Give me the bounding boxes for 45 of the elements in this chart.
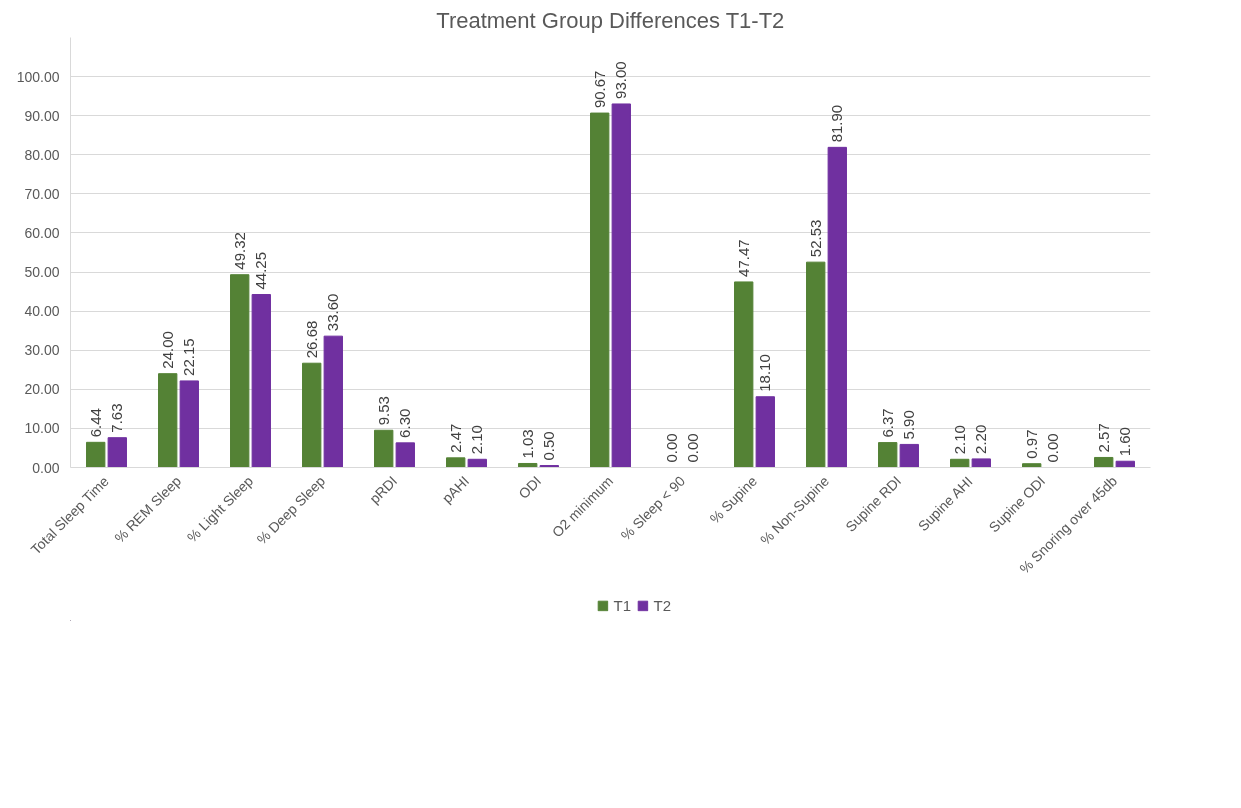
y-tick-label: 70.00 bbox=[24, 185, 60, 202]
data-label: 6.44 bbox=[86, 408, 104, 438]
data-label: 18.10 bbox=[756, 354, 774, 392]
y-tick-label: 100.00 bbox=[16, 68, 60, 85]
data-label: 6.37 bbox=[878, 408, 896, 438]
x-tick-label: ODI bbox=[515, 472, 545, 502]
y-tick-label: 20.00 bbox=[24, 381, 60, 398]
chart-title: Treatment Group Differences T1-T2 bbox=[436, 7, 785, 33]
data-label: 0.97 bbox=[1022, 429, 1040, 459]
y-tick-label: 0.00 bbox=[32, 459, 60, 476]
y-tick-label: 40.00 bbox=[24, 303, 60, 320]
data-label: 81.90 bbox=[828, 104, 846, 143]
data-label: 0.00 bbox=[662, 433, 680, 463]
data-label: 52.53 bbox=[806, 219, 824, 258]
data-label: 1.60 bbox=[1116, 427, 1134, 457]
data-label: 0.50 bbox=[540, 431, 558, 461]
data-label: 2.47 bbox=[446, 423, 464, 453]
y-tick-label: 30.00 bbox=[24, 342, 60, 359]
legend-label: T2 bbox=[653, 596, 672, 614]
data-label: 2.10 bbox=[950, 425, 968, 455]
data-label: 24.00 bbox=[158, 331, 176, 369]
legend-label: T1 bbox=[613, 596, 632, 614]
data-label: 26.68 bbox=[302, 320, 320, 359]
y-tick-label: 80.00 bbox=[24, 146, 60, 163]
data-label: 5.90 bbox=[900, 410, 918, 440]
data-label: 93.00 bbox=[612, 61, 630, 99]
data-label: 2.57 bbox=[1094, 423, 1112, 453]
data-label: 22.15 bbox=[180, 338, 198, 376]
data-label: 47.47 bbox=[734, 239, 752, 277]
data-label: 49.32 bbox=[230, 232, 248, 270]
data-label: 1.03 bbox=[518, 429, 536, 459]
data-label: 0.00 bbox=[1044, 433, 1062, 463]
y-tick-label: 60.00 bbox=[24, 224, 60, 241]
data-label: 2.20 bbox=[972, 424, 990, 454]
data-label: 33.60 bbox=[324, 293, 342, 332]
y-tick-label: 90.00 bbox=[24, 107, 60, 124]
data-label: 2.10 bbox=[468, 425, 486, 455]
data-label: 7.63 bbox=[108, 403, 126, 433]
data-label: 6.30 bbox=[396, 408, 414, 438]
data-label: 90.67 bbox=[590, 70, 608, 109]
y-tick-label: 50.00 bbox=[24, 264, 60, 281]
data-label: 9.53 bbox=[374, 396, 392, 426]
y-tick-label: 10.00 bbox=[24, 420, 60, 437]
data-label: 44.25 bbox=[252, 251, 270, 290]
data-label: 0.00 bbox=[684, 433, 702, 463]
